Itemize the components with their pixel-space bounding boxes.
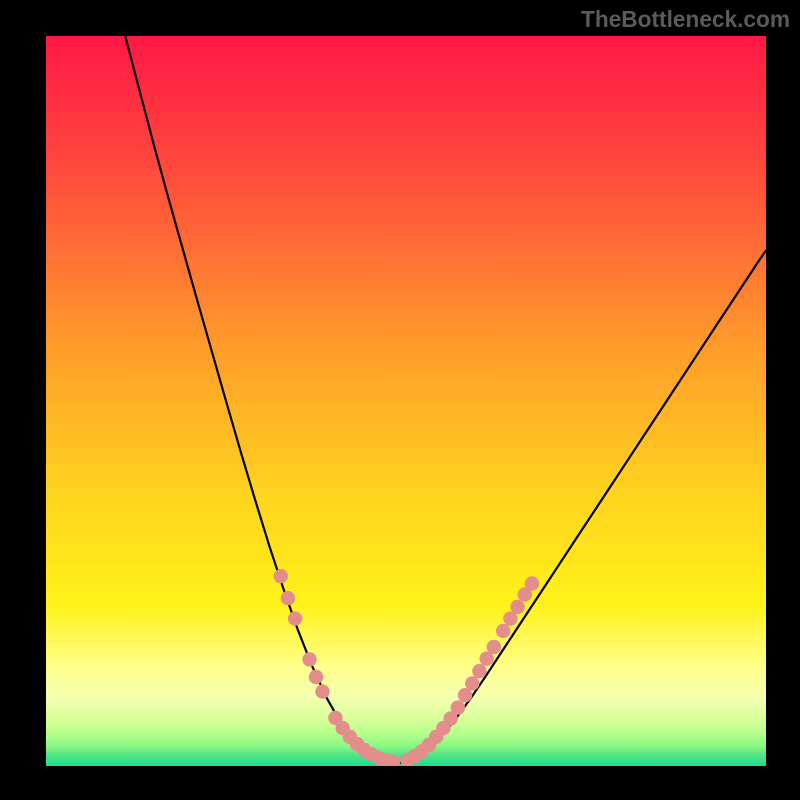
highlight-dot [302,652,316,666]
plot-area [46,36,766,766]
highlight-dot [315,684,329,698]
highlight-dot [451,700,465,714]
highlight-dot [309,670,323,684]
highlight-dot [274,569,288,583]
highlight-dot [510,600,524,614]
highlight-dot [288,611,302,625]
highlight-dot [281,591,295,605]
highlight-dot [472,664,486,678]
watermark-text: TheBottleneck.com [581,6,790,33]
chart-svg [46,36,766,766]
highlight-dot [487,640,501,654]
stage: TheBottleneck.com [0,0,800,800]
highlight-dot [496,624,510,638]
highlight-dot [525,576,539,590]
highlight-dot [465,676,479,690]
